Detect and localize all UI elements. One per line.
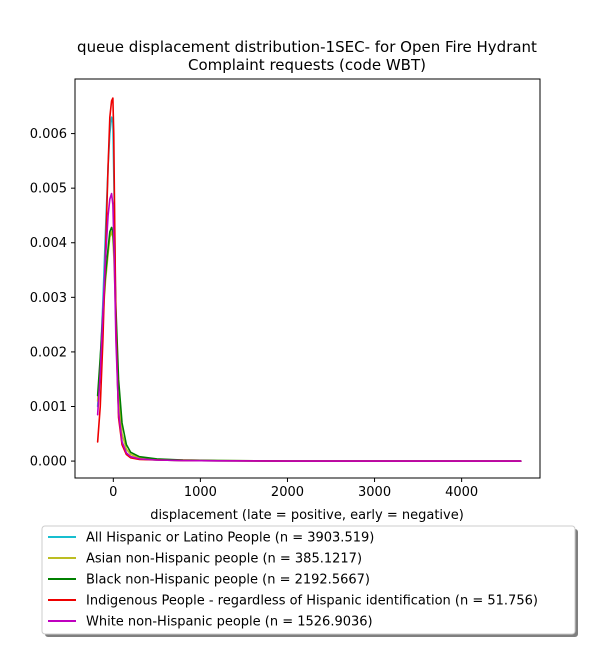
y-tick-label: 0.000 (30, 455, 67, 470)
legend-label-1: Asian non-Hispanic people (n = 385.1217) (86, 552, 362, 567)
y-tick-label: 0.004 (30, 236, 67, 251)
y-tick-label: 0.003 (30, 291, 67, 306)
legend-box (41, 525, 576, 635)
x-tick-label: 1000 (184, 485, 217, 500)
y-tick-label: 0.001 (30, 400, 67, 415)
y-tick-label: 0.002 (30, 345, 67, 360)
legend-items: All Hispanic or Latino People (n = 3903.… (48, 531, 538, 630)
chart-title-line-1: queue displacement distribution-1SEC- fo… (77, 38, 537, 56)
legend-label-2: Black non-Hispanic people (n = 2192.5667… (86, 573, 370, 588)
y-axis: 0.000 0.001 0.002 0.003 0.004 0.005 0.006 (30, 127, 75, 470)
x-tick-label: 0 (109, 485, 117, 500)
legend-label-0: All Hispanic or Latino People (n = 3903.… (86, 531, 374, 546)
series-line-4 (96, 192, 522, 462)
y-tick-label: 0.006 (30, 127, 67, 142)
legend-label-4: White non-Hispanic people (n = 1526.9036… (86, 615, 373, 630)
x-tick-label: 4000 (445, 485, 478, 500)
x-axis-label: displacement (late = positive, early = n… (150, 508, 464, 523)
legend-label-3: Indigenous People - regardless of Hispan… (86, 594, 538, 609)
series-group (96, 97, 522, 462)
plot-area (74, 78, 541, 479)
chart-title-line-2: Complaint requests (code WBT) (188, 56, 426, 74)
x-tick-label: 2000 (271, 485, 304, 500)
legend: All Hispanic or Latino People (n = 3903.… (41, 525, 578, 637)
x-tick-label: 3000 (358, 485, 391, 500)
x-axis: 0 1000 2000 3000 4000 (109, 478, 478, 500)
y-tick-label: 0.005 (30, 182, 67, 197)
plot-frame (74, 78, 541, 479)
